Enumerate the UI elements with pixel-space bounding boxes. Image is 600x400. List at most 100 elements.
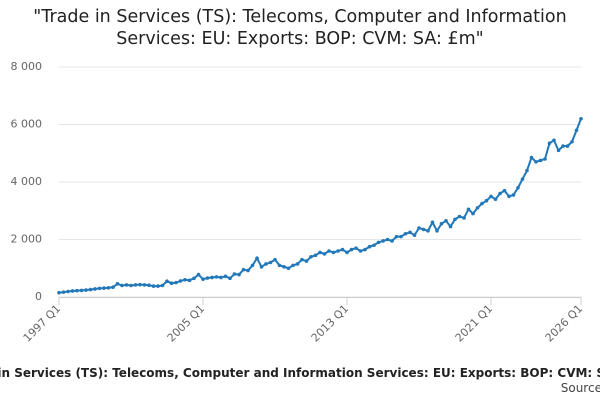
- point: [511, 193, 516, 197]
- point: [493, 197, 498, 202]
- point: [106, 286, 111, 290]
- point: [367, 244, 372, 249]
- point: [327, 249, 331, 253]
- point: [579, 116, 583, 121]
- point: [228, 276, 232, 281]
- point: [480, 201, 484, 206]
- point: [412, 233, 417, 237]
- point: [399, 234, 403, 239]
- point: [403, 231, 408, 236]
- point: [205, 276, 210, 280]
- source: Source:: [560, 381, 600, 395]
- point: [376, 240, 381, 245]
- x-tick-label: 2013 Q1: [309, 302, 352, 345]
- point: [354, 246, 358, 250]
- point: [151, 284, 156, 288]
- point: [111, 285, 115, 290]
- point: [223, 274, 228, 279]
- point: [237, 272, 241, 277]
- point: [187, 278, 192, 283]
- point: [300, 257, 304, 262]
- point: [201, 277, 205, 281]
- point: [219, 275, 223, 280]
- point: [259, 265, 264, 269]
- point: [160, 283, 165, 288]
- y-tick-label: 4 000: [11, 175, 43, 188]
- point: [349, 247, 354, 252]
- point: [336, 249, 340, 253]
- point: [183, 277, 187, 282]
- point: [466, 207, 471, 212]
- point: [507, 194, 511, 199]
- point: [390, 239, 394, 243]
- point: [291, 263, 295, 268]
- point: [273, 257, 277, 262]
- point: [264, 262, 268, 266]
- point: [75, 288, 79, 293]
- point: [66, 289, 70, 294]
- point: [88, 287, 93, 292]
- point: [322, 252, 327, 256]
- point: [372, 243, 376, 248]
- point: [394, 234, 399, 239]
- point: [561, 144, 565, 148]
- x-tick-label: 2005 Q1: [165, 302, 208, 345]
- point: [156, 284, 160, 288]
- point: [97, 286, 102, 291]
- point: [525, 168, 529, 173]
- point: [282, 265, 286, 269]
- point: [426, 229, 430, 233]
- point: [124, 283, 129, 287]
- y-tick-label: 8 000: [11, 60, 43, 73]
- point: [543, 157, 547, 161]
- point: [246, 268, 250, 273]
- point: [61, 290, 66, 294]
- point: [498, 191, 502, 196]
- point: [529, 155, 534, 160]
- point: [417, 226, 421, 230]
- point: [363, 247, 367, 252]
- point: [120, 283, 124, 288]
- point: [115, 281, 120, 286]
- point: [489, 194, 493, 199]
- point: [430, 220, 435, 225]
- point: [358, 249, 363, 253]
- point: [439, 221, 444, 226]
- point: [462, 216, 466, 220]
- point: [102, 286, 106, 290]
- point: [174, 280, 178, 285]
- point: [408, 230, 412, 235]
- point: [147, 283, 151, 288]
- point: [250, 263, 255, 268]
- chart-title: "Trade in Services (TS): Telecoms, Compu…: [33, 7, 567, 49]
- point: [169, 281, 174, 286]
- point: [232, 272, 237, 276]
- point: [178, 279, 183, 283]
- point: [84, 288, 88, 292]
- point: [381, 239, 385, 243]
- point: [340, 247, 345, 252]
- point: [277, 263, 282, 268]
- point: [484, 198, 489, 203]
- point: [133, 283, 138, 287]
- point: [552, 138, 556, 143]
- point: [79, 288, 84, 293]
- point: [331, 250, 336, 255]
- point: [538, 158, 543, 163]
- point: [421, 227, 426, 232]
- y-tick-label: 2 000: [11, 233, 43, 246]
- point: [471, 211, 475, 216]
- point: [268, 260, 273, 265]
- x-tick-label: 2021 Q1: [453, 302, 496, 345]
- point: [138, 282, 142, 287]
- point: [570, 139, 574, 144]
- point: [196, 272, 201, 277]
- point: [304, 259, 309, 263]
- point: [475, 206, 480, 210]
- point: [165, 279, 169, 283]
- point: [534, 160, 538, 164]
- point: [309, 254, 313, 259]
- point: [241, 267, 246, 272]
- point: [318, 250, 322, 255]
